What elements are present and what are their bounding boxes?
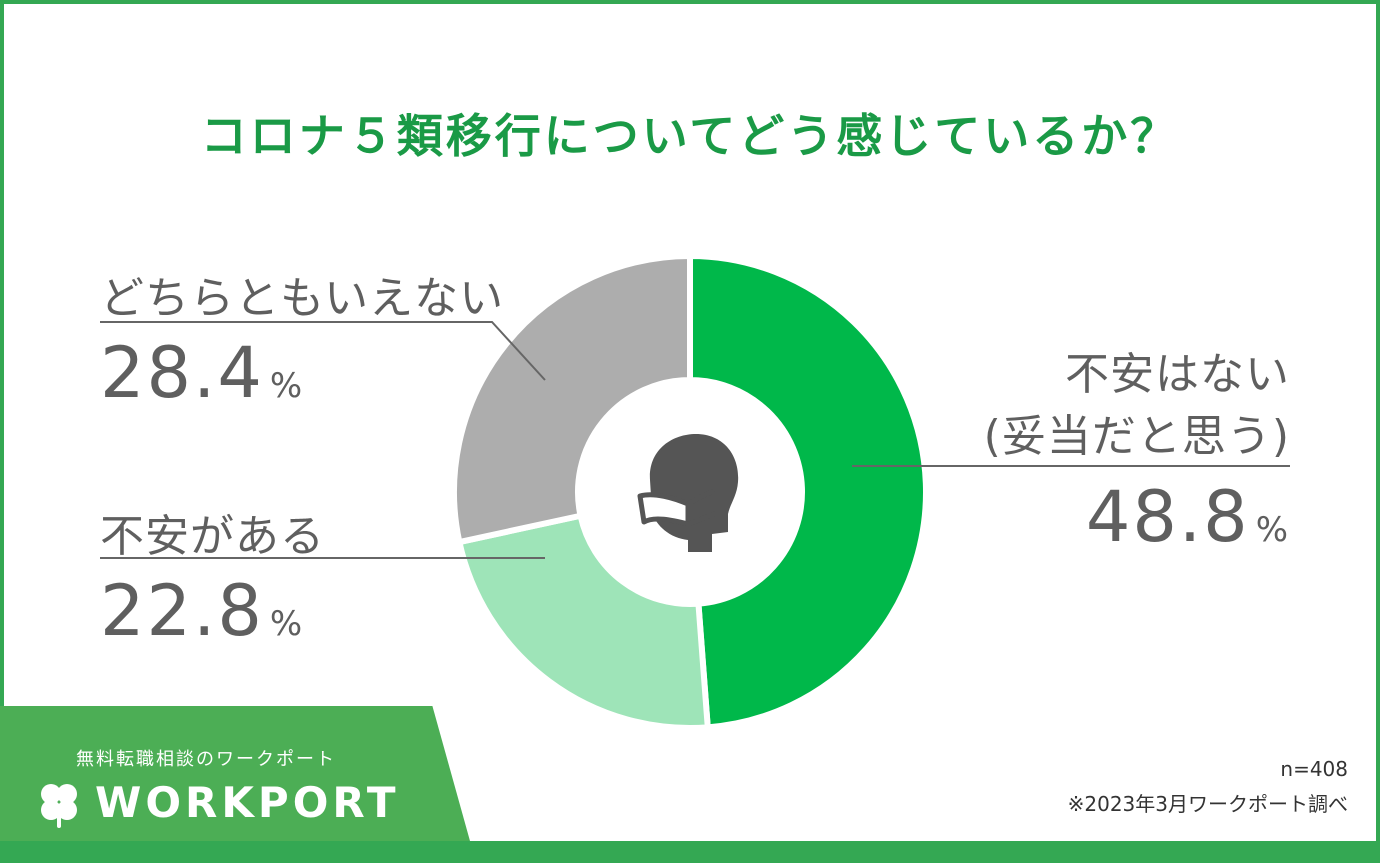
brand-banner xyxy=(0,706,470,841)
label-no-anxiety-line2: (妥当だと思う) xyxy=(983,411,1290,462)
value-anxiety: 22.8% xyxy=(100,570,305,652)
source-note: ※2023年3月ワークポート調べ xyxy=(1067,792,1348,816)
label-no-anxiety-line1: 不安はない xyxy=(1065,349,1290,400)
slice-no-anxiety xyxy=(687,252,929,731)
sample-size: n=408 xyxy=(1280,757,1348,781)
value-neutral: 28.4% xyxy=(100,332,305,414)
brand-logo-text: WORKPORT xyxy=(95,778,400,827)
label-neutral: どちらともいえない xyxy=(100,273,505,324)
slice-anxiety xyxy=(455,512,711,731)
chart-title: コロナ５類移行についてどう感じているか？ xyxy=(200,109,1180,163)
slice-neutral xyxy=(451,252,693,546)
value-no-anxiety: 48.8% xyxy=(1085,476,1290,558)
label-anxiety: 不安がある xyxy=(100,511,325,562)
clover-icon xyxy=(41,784,77,828)
leader-line-neutral xyxy=(100,321,546,381)
mask-face-icon xyxy=(637,434,739,552)
brand-tagline: 無料転職相談のワークポート xyxy=(76,749,336,770)
